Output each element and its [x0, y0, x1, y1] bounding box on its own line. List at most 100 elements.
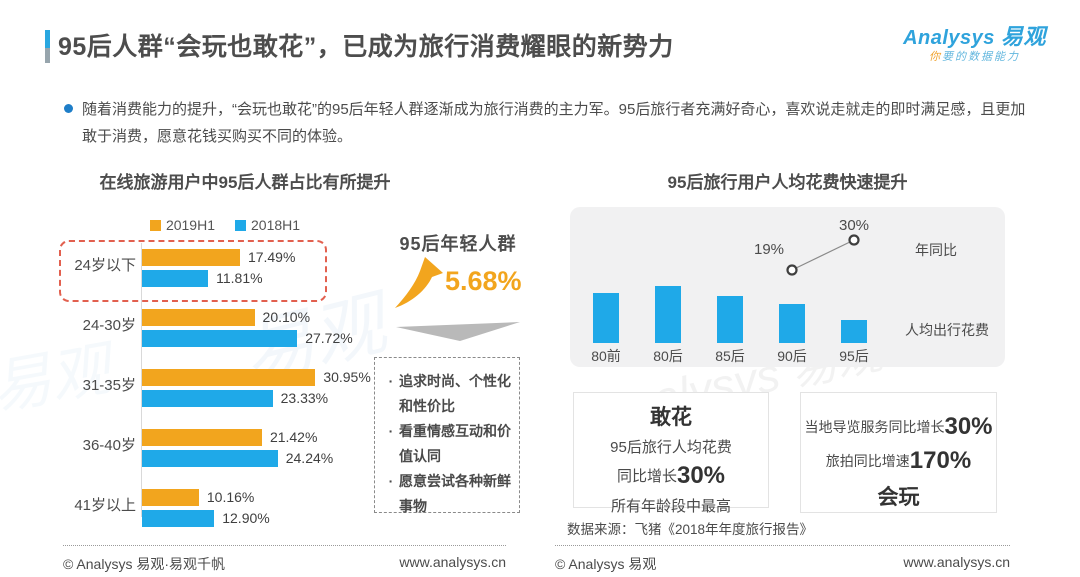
callout-line: 95后旅行人均花费 [610, 439, 732, 456]
spend-bar-90后 [779, 304, 805, 343]
ganhua-callout-box: 敢花 95后旅行人均花费 同比增长30% 所有年龄段中最高 [573, 392, 769, 515]
legend-swatch [149, 219, 161, 231]
spend-bar-80后 [655, 286, 681, 343]
legend-swatch [235, 219, 246, 231]
bar-2019H1 [142, 249, 240, 266]
callout-text: 旅拍同比增速 [825, 453, 910, 469]
bar-2018H1 [142, 330, 298, 347]
trait-text: 愿意尝试各种新鲜事物 [399, 473, 511, 514]
under-24-highlight-box [59, 240, 327, 302]
bar-value-label: 17.49% [247, 249, 296, 265]
logo-tagline-first: 你 [929, 51, 943, 64]
trait-text: 看重情感互动和价值认同 [399, 423, 511, 464]
right-chart-title: 95后旅行用户人均花费快速提升 [667, 173, 908, 192]
logo-brand: Analysys [903, 27, 995, 49]
trait-text: 追求时尚、个性化和性价比 [399, 373, 511, 414]
age-group-label: 31-35岁 [82, 377, 136, 394]
bar-2019H1 [142, 309, 255, 326]
logo-tagline: 你要的数据能力 [903, 51, 1046, 63]
title-accent-bar [45, 30, 50, 63]
left-bar-chart: 24岁以下 17.49% 11.81% 24-30岁 20.10% 27.72% 31-35… [60, 243, 405, 527]
legend-item: 2018H1 [235, 217, 300, 233]
callout-text: 同比增长 [616, 468, 677, 485]
generation-label: 90后 [777, 348, 807, 364]
bar-2018H1 [142, 390, 273, 407]
age-group-row: 36-40岁 21.42% 24.24% [60, 423, 405, 483]
callout-title: 会玩 [877, 486, 920, 509]
left-chart-legend: 2019H1 2018H1 [60, 217, 390, 233]
generation-label: 85后 [715, 348, 745, 364]
bar-2018H1 [142, 510, 215, 527]
spend-bar-85后 [717, 296, 743, 343]
bar-value-label: 27.72% [305, 330, 353, 346]
trait-item: · 看重情感互动和价值认同 [383, 419, 511, 469]
growth-line-chart [786, 234, 860, 276]
bar-value-label: 10.16% [206, 489, 255, 505]
down-triangle-icon [396, 322, 520, 347]
bar-2019H1 [142, 489, 199, 506]
bar-2019H1 [142, 369, 316, 386]
callout-line: 同比增长30% [574, 462, 768, 490]
callout-line: 旅拍同比增速170% [801, 447, 996, 475]
age-group-label: 24岁以下 [74, 257, 136, 274]
bullet-icon: · [388, 423, 394, 439]
page-title: 95后人群“会玩也敢花”，已成为旅行消费耀眼的新势力 [58, 33, 674, 61]
callout-text: 当地导览服务同比增长 [804, 419, 945, 435]
up-arrow-icon [392, 256, 444, 313]
age-group-label: 36-40岁 [82, 437, 136, 454]
generation-label: 95后 [839, 348, 869, 364]
left-chart-title: 在线旅游用户中95后人群占比有所提升 [99, 173, 391, 192]
bar-series-label: 人均出行花费 [905, 322, 989, 338]
copyright-text: © Analysys 易观 [555, 556, 657, 572]
left-chart-axis [141, 243, 142, 517]
copyright-text: © Analysys 易观·易观千帆 [63, 556, 226, 572]
callout-number: 170% [909, 447, 972, 474]
bar-value-label: 30.95% [323, 369, 371, 385]
traits-box: · 追求时尚、个性化和性价比 · 看重情感互动和价值认同 · 愿意尝试各种新鲜事… [374, 357, 520, 514]
bar-2018H1 [142, 450, 278, 467]
data-source: 数据来源：飞猪《2018年年度旅行报告》 [567, 522, 814, 537]
age-group-row: 24岁以下 17.49% 11.81% [60, 243, 405, 303]
bar-value-label: 20.10% [262, 309, 311, 325]
callout-title: 敢花 [650, 406, 692, 429]
bar-2019H1 [142, 429, 262, 446]
line-series-label: 年同比 [915, 242, 957, 258]
analysys-logo: Analysys 易观 你要的数据能力 [903, 24, 1046, 63]
footer-right: © Analysys 易观 www.analysys.cn [555, 545, 1010, 574]
trait-item: · 愿意尝试各种新鲜事物 [383, 469, 511, 519]
bullet-icon: · [388, 373, 394, 389]
legend-label: 2019H1 [165, 217, 215, 233]
age-group-row: 41岁以上 10.16% 12.90% [60, 483, 405, 543]
logo-brand-cn: 易观 [1000, 24, 1046, 49]
callout-number: 30% [676, 462, 726, 489]
bullet-dot-icon [64, 104, 73, 113]
logo-tagline-rest: 要的数据能力 [942, 51, 1021, 64]
growth-point-label: 30% [838, 217, 870, 234]
middle-headline: 95后年轻人群 [399, 234, 517, 254]
right-bar-chart-panel: 年同比 人均出行花费 80前 80后 85后 90后 95后 19% 30% [570, 207, 1005, 367]
callout-line: 当地导览服务同比增长30% [801, 413, 996, 441]
spend-bar-95后 [841, 320, 867, 343]
generation-label: 80后 [653, 348, 683, 364]
legend-label: 2018H1 [251, 217, 301, 233]
footer-left: © Analysys 易观·易观千帆 www.analysys.cn [63, 545, 506, 574]
bullet-icon: · [388, 473, 394, 489]
bar-value-label: 21.42% [269, 429, 318, 445]
age-group-label: 41岁以上 [74, 497, 136, 514]
growth-point-label: 19% [753, 241, 785, 258]
age-group-row: 31-35岁 30.95% 23.33% [60, 363, 405, 423]
callout-number: 30% [944, 413, 993, 440]
spend-bar-80前 [593, 293, 619, 343]
logo-wordmark: Analysys 易观 [903, 24, 1046, 49]
bar-value-label: 11.81% [216, 270, 263, 286]
callout-line: 所有年龄段中最高 [610, 498, 731, 515]
generation-label: 80前 [591, 348, 621, 364]
bar-value-label: 24.24% [285, 450, 334, 466]
huiwan-callout-box: 当地导览服务同比增长30% 旅拍同比增速170% 会玩 [800, 392, 997, 513]
trait-item: · 追求时尚、个性化和性价比 [383, 369, 511, 419]
site-url: www.analysys.cn [903, 554, 1010, 570]
bar-2018H1 [142, 270, 209, 287]
bar-value-label: 12.90% [222, 510, 270, 526]
age-group-label: 24-30岁 [82, 317, 136, 334]
